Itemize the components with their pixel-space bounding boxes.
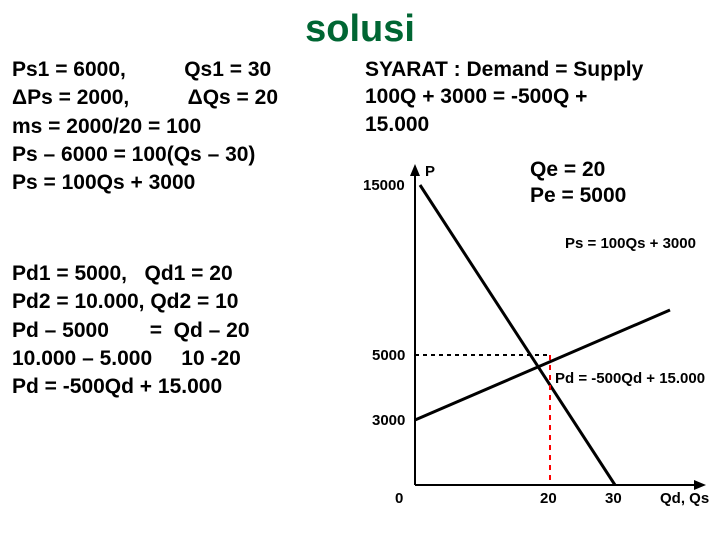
- y-tick-5000: 5000: [372, 347, 405, 364]
- supply-derivation-block: Ps1 = 6000, Qs1 = 30 ΔPs = 2000, ΔQs = 2…: [12, 56, 342, 198]
- text-line: 100Q + 3000 = -500Q +: [365, 83, 705, 110]
- text-line: Ps – 6000 = 100(Qs – 30): [12, 141, 342, 169]
- y-tick-15000: 15000: [363, 177, 405, 194]
- supply-curve-label: Ps = 100Qs + 3000: [565, 235, 696, 252]
- x-tick-30: 30: [605, 490, 622, 507]
- text-line: Ps = 100Qs + 3000: [12, 169, 342, 197]
- demand-curve-label: Pd = -500Qd + 15.000: [555, 370, 705, 387]
- y-axis-label: P: [425, 163, 435, 180]
- text-line: Pd = -500Qd + 15.000: [12, 373, 342, 401]
- text-line: ΔPs = 2000, ΔQs = 20: [12, 84, 342, 112]
- text-line: 10.000 – 5.000 10 -20: [12, 345, 342, 373]
- text-line: Pd2 = 10.000, Qd2 = 10: [12, 288, 342, 316]
- x-axis-label: Qd, Qs: [660, 490, 709, 507]
- text-line: Ps1 = 6000, Qs1 = 30: [12, 56, 342, 84]
- demand-derivation-block: Pd1 = 5000, Qd1 = 20 Pd2 = 10.000, Qd2 =…: [12, 260, 342, 402]
- x-tick-20: 20: [540, 490, 557, 507]
- text-line: Pd – 5000 = Qd – 20: [12, 317, 342, 345]
- y-tick-0: 0: [395, 490, 403, 507]
- y-tick-3000: 3000: [372, 412, 405, 429]
- text-line: ms = 2000/20 = 100: [12, 113, 342, 141]
- equilibrium-condition-block: SYARAT : Demand = Supply 100Q + 3000 = -…: [365, 56, 705, 138]
- text-line: 15.000: [365, 111, 705, 138]
- text-line: Pd1 = 5000, Qd1 = 20: [12, 260, 342, 288]
- text-line: SYARAT : Demand = Supply: [365, 56, 705, 83]
- chart-svg: [360, 155, 710, 525]
- page-title: solusi: [0, 0, 720, 51]
- supply-demand-chart: Ps = 100Qs + 3000 Pd = -500Qd + 15.000 P…: [360, 155, 710, 525]
